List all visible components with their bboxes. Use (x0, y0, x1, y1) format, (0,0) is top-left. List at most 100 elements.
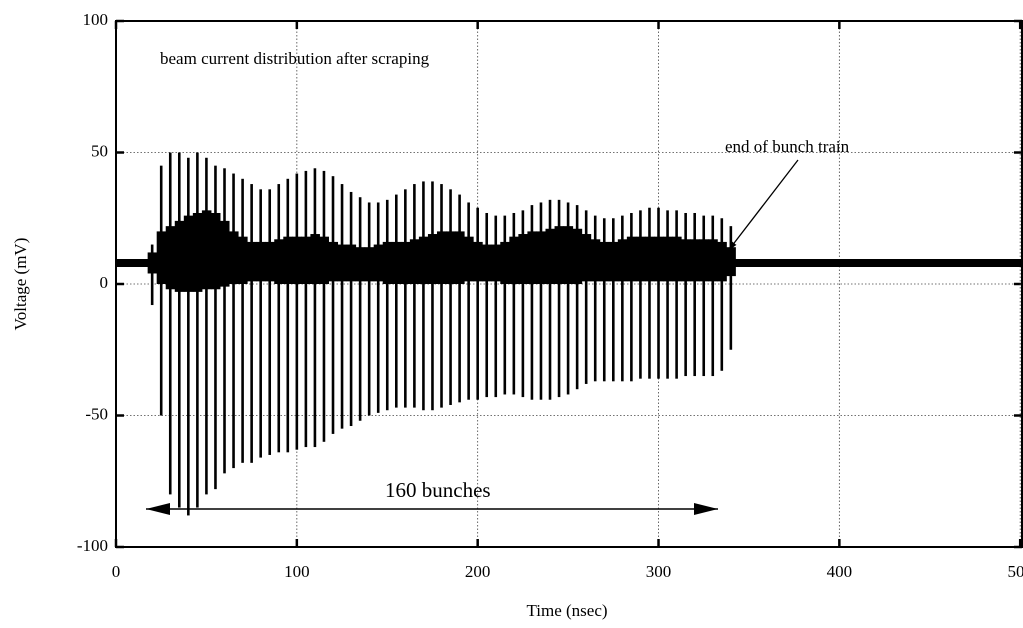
bunch-envelope (431, 181, 434, 411)
bunch-core (581, 234, 592, 282)
x-axis-label: Time (nsec) (526, 601, 607, 620)
bunch-envelope (693, 212, 696, 377)
bunch-core (446, 231, 456, 284)
bunch-core (509, 236, 519, 284)
bunch-envelope (196, 152, 199, 508)
bunch-core (229, 231, 239, 284)
bunch-core (672, 236, 682, 282)
bunch-envelope (539, 202, 543, 400)
x-tick-label: 300 (646, 562, 672, 581)
bunch-envelope (259, 189, 262, 458)
y-tick-label: -100 (77, 536, 108, 555)
bunch-core (156, 231, 167, 284)
bunch-core (708, 239, 718, 282)
bunch-core (174, 220, 185, 292)
bunch-envelope (150, 244, 154, 306)
bunch-envelope (349, 191, 353, 427)
bunch-envelope (675, 210, 678, 379)
bunch-core (626, 236, 637, 282)
bunch-envelope (385, 199, 389, 411)
bunch-envelope (476, 207, 479, 400)
bunch-core (373, 244, 384, 282)
bunch-core (274, 239, 284, 284)
bunch-core (192, 212, 203, 292)
bunch-envelope (250, 184, 253, 463)
bunch-envelope (241, 178, 244, 463)
bunch-core (653, 236, 664, 282)
bunch-core (608, 241, 619, 282)
bunch-core (346, 244, 357, 282)
bunch-core (147, 252, 158, 274)
bunch-core (319, 236, 329, 284)
bunch-envelope (286, 178, 290, 453)
bunch-envelope (358, 197, 362, 421)
bunch-envelope (440, 184, 443, 408)
bunch-envelope (485, 212, 489, 398)
x-tick-label: 100 (284, 562, 310, 581)
bunch-core (364, 247, 375, 282)
bunch-envelope (702, 215, 706, 377)
bunch-envelope (168, 152, 172, 495)
bunch-envelope (720, 218, 724, 371)
x-tick-label: 400 (827, 562, 853, 581)
bunch-core (328, 241, 339, 282)
bunch-envelope (575, 205, 579, 390)
bunch-envelope (530, 205, 534, 400)
bunch-envelope (214, 165, 217, 490)
x-tick-label: 0 (112, 562, 121, 581)
bunch-core (572, 228, 583, 284)
bunch-core (310, 234, 320, 284)
bunch-core (464, 236, 474, 282)
bunch-core (283, 236, 293, 284)
bunch-envelope (648, 207, 651, 379)
bunch-core (717, 241, 727, 282)
bunch-envelope (268, 189, 272, 455)
bunch-core (563, 226, 574, 284)
bunch-envelope (322, 170, 326, 442)
bunch-core (436, 231, 447, 284)
bunch-envelope (630, 212, 633, 382)
chart-title: beam current distribution after scraping (160, 49, 430, 68)
bunch-core (699, 239, 709, 282)
bunch-envelope (548, 199, 552, 400)
bunch-envelope (422, 181, 425, 411)
bunch-envelope (223, 168, 226, 474)
bunch-core (400, 241, 411, 284)
bunch-envelope (729, 226, 733, 350)
bunch-core (681, 239, 691, 282)
annotation-arrow (727, 159, 799, 252)
bunch-core (292, 236, 302, 284)
x-tick-label: 500 (1007, 562, 1023, 581)
bunch-core (337, 244, 348, 282)
bunch-envelope (503, 215, 507, 395)
bunch-envelope (277, 184, 281, 453)
bunch-envelope (666, 210, 669, 379)
bunch-core (554, 226, 565, 284)
bunch-envelope (557, 199, 561, 398)
bunch-core (201, 210, 212, 290)
bunch-envelope (449, 189, 452, 405)
bunch-core (644, 236, 655, 282)
bunch-core (518, 234, 528, 284)
bunch-envelope (467, 202, 470, 400)
plot-frame (115, 20, 1023, 548)
annotation: 160 bunches (385, 478, 491, 502)
bunch-core (690, 239, 700, 282)
bunch-envelope (684, 212, 687, 377)
bunch-envelope (187, 157, 190, 516)
bunch-core (382, 241, 393, 284)
bunch-core (165, 226, 176, 290)
bunch-envelope (639, 210, 642, 379)
bunch-core (726, 247, 736, 277)
bunch-core (219, 220, 230, 287)
bunch-core (635, 236, 646, 282)
bunch-envelope (404, 189, 407, 408)
bunch-core (482, 244, 492, 282)
y-tick-label: -50 (85, 404, 108, 423)
bunch-core (409, 239, 420, 284)
bunch-envelope (331, 176, 335, 434)
bunch-envelope (458, 194, 461, 403)
bunch-envelope (394, 194, 398, 408)
